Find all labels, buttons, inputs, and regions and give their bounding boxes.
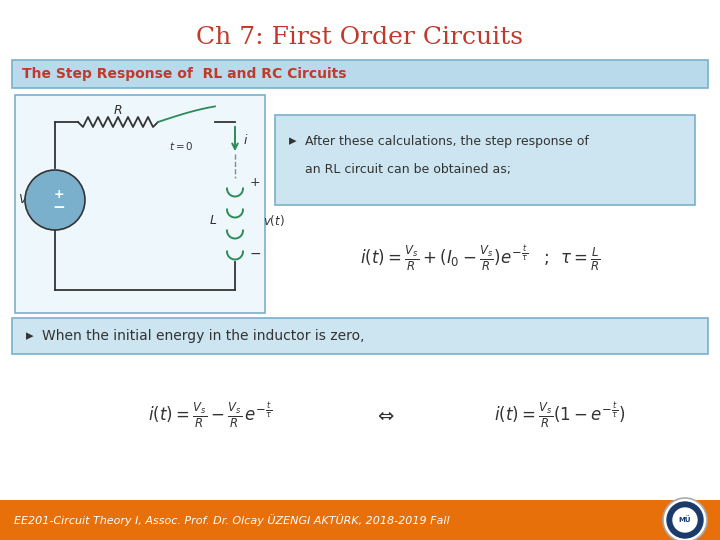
Circle shape xyxy=(25,170,85,230)
Text: $i(t) = \frac{V_s}{R} + (I_0 - \frac{V_s}{R})e^{-\frac{t}{\tau}}$   ;  $\tau = \: $i(t) = \frac{V_s}{R} + (I_0 - \frac{V_s… xyxy=(360,243,600,273)
Text: The Step Response of  RL and RC Circuits: The Step Response of RL and RC Circuits xyxy=(22,67,346,81)
Circle shape xyxy=(667,502,703,538)
Text: R: R xyxy=(114,104,122,117)
Text: $v(t)$: $v(t)$ xyxy=(263,213,284,227)
Text: When the initial energy in the inductor is zero,: When the initial energy in the inductor … xyxy=(42,329,364,343)
Bar xyxy=(12,318,708,354)
Text: an RL circuit can be obtained as;: an RL circuit can be obtained as; xyxy=(305,164,511,177)
Circle shape xyxy=(673,508,697,532)
Bar xyxy=(12,60,708,88)
Bar xyxy=(0,500,720,540)
Text: $t=0$: $t=0$ xyxy=(169,140,194,152)
Text: $\Leftrightarrow$: $\Leftrightarrow$ xyxy=(374,406,395,424)
Bar xyxy=(275,115,695,205)
Text: +: + xyxy=(54,188,64,201)
Text: ▸: ▸ xyxy=(289,133,297,148)
Text: +: + xyxy=(250,177,261,190)
Text: After these calculations, the step response of: After these calculations, the step respo… xyxy=(305,134,589,147)
Circle shape xyxy=(663,498,707,540)
Text: EE201-Circuit Theory I, Assoc. Prof. Dr. Olcay ÜZENGI AKTÜRK, 2018-2019 Fall: EE201-Circuit Theory I, Assoc. Prof. Dr.… xyxy=(14,514,449,526)
Text: −: − xyxy=(249,247,261,261)
Text: $i$: $i$ xyxy=(243,133,248,147)
Text: $i(t) = \frac{V_s}{R} - \frac{V_s}{R}\,e^{-\frac{t}{\tau}}$: $i(t) = \frac{V_s}{R} - \frac{V_s}{R}\,e… xyxy=(148,400,272,430)
Text: L: L xyxy=(210,213,217,226)
Text: ▸: ▸ xyxy=(26,328,34,343)
Text: −: − xyxy=(53,200,66,215)
Bar xyxy=(15,95,265,313)
Text: Ch 7: First Order Circuits: Ch 7: First Order Circuits xyxy=(197,26,523,50)
Text: $i(t) = \frac{V_s}{R}(1 - e^{-\frac{t}{\tau}})$: $i(t) = \frac{V_s}{R}(1 - e^{-\frac{t}{\… xyxy=(495,400,626,430)
Text: MÜ: MÜ xyxy=(679,517,691,523)
Text: $V_s$: $V_s$ xyxy=(18,192,33,207)
